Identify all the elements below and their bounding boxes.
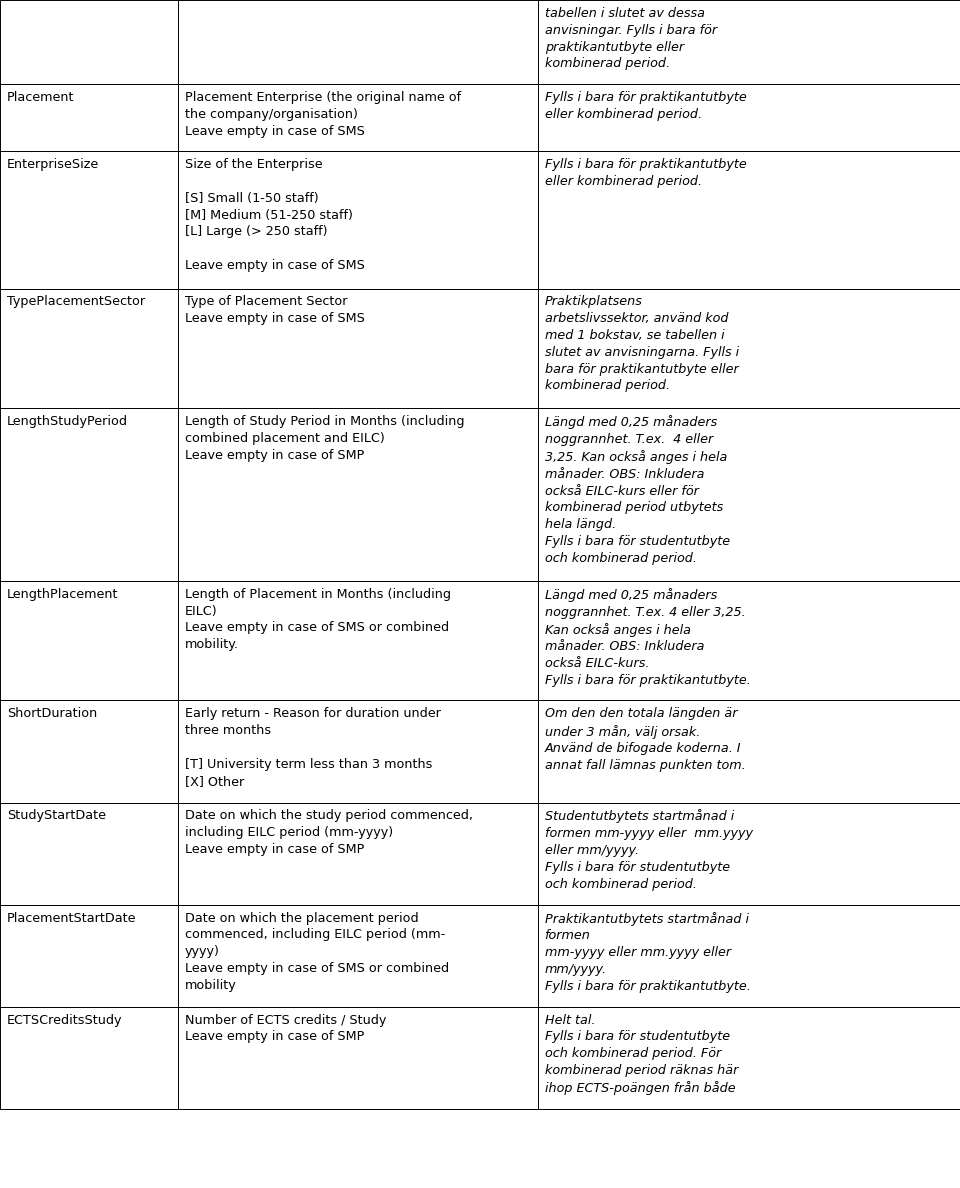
Text: Studentutbytets startmånad i
formen mm-yyyy eller  mm.yyyy
eller mm/yyyy.
Fylls : Studentutbytets startmånad i formen mm-y… xyxy=(544,809,753,891)
Text: PlacementStartDate: PlacementStartDate xyxy=(7,911,136,924)
Text: Number of ECTS credits / Study
Leave empty in case of SMP: Number of ECTS credits / Study Leave emp… xyxy=(184,1013,386,1043)
Bar xyxy=(538,0,960,84)
Text: LengthStudyPeriod: LengthStudyPeriod xyxy=(7,415,128,428)
Bar xyxy=(538,289,960,409)
Bar xyxy=(538,904,960,1006)
Bar xyxy=(538,803,960,904)
Bar xyxy=(0,904,178,1006)
Text: Praktikantutbytets startmånad i
formen
mm-yyyy eller mm.yyyy eller
mm/yyyy.
Fyll: Praktikantutbytets startmånad i formen m… xyxy=(544,911,751,993)
Text: Type of Placement Sector
Leave empty in case of SMS: Type of Placement Sector Leave empty in … xyxy=(184,296,365,326)
Bar xyxy=(178,581,538,701)
Text: TypePlacementSector: TypePlacementSector xyxy=(7,296,145,309)
Text: Early return - Reason for duration under
three months

[T] University term less : Early return - Reason for duration under… xyxy=(184,707,441,788)
Bar xyxy=(0,151,178,289)
Text: Fylls i bara för praktikantutbyte
eller kombinerad period.: Fylls i bara för praktikantutbyte eller … xyxy=(544,91,746,121)
Text: Size of the Enterprise

[S] Small (1-50 staff)
[M] Medium (51-250 staff)
[L] Lar: Size of the Enterprise [S] Small (1-50 s… xyxy=(184,158,365,272)
Text: Längd med 0,25 månaders
noggrannhet. T.ex. 4 eller 3,25.
Kan också anges i hela
: Längd med 0,25 månaders noggrannhet. T.e… xyxy=(544,588,751,687)
Bar xyxy=(178,151,538,289)
Bar xyxy=(538,409,960,581)
Text: Placement: Placement xyxy=(7,91,75,105)
Bar xyxy=(178,409,538,581)
Bar xyxy=(178,803,538,904)
Bar xyxy=(538,84,960,151)
Bar xyxy=(178,84,538,151)
Bar xyxy=(178,701,538,803)
Text: Om den den totala längden är
under 3 mån, välj orsak.
Använd de bifogade koderna: Om den den totala längden är under 3 mån… xyxy=(544,707,745,772)
Bar xyxy=(178,0,538,84)
Text: LengthPlacement: LengthPlacement xyxy=(7,588,118,601)
Bar xyxy=(178,1006,538,1108)
Text: Helt tal.
Fylls i bara för studentutbyte
och kombinerad period. För
kombinerad p: Helt tal. Fylls i bara för studentutbyte… xyxy=(544,1013,738,1095)
Bar xyxy=(538,1006,960,1108)
Bar xyxy=(178,904,538,1006)
Bar xyxy=(0,1006,178,1108)
Text: Fylls i bara för praktikantutbyte
eller kombinerad period.: Fylls i bara för praktikantutbyte eller … xyxy=(544,158,746,188)
Text: Length of Study Period in Months (including
combined placement and EILC)
Leave e: Length of Study Period in Months (includ… xyxy=(184,415,464,462)
Text: EnterpriseSize: EnterpriseSize xyxy=(7,158,99,171)
Bar xyxy=(0,581,178,701)
Bar xyxy=(0,701,178,803)
Text: Praktikplatsens
arbetslivssektor, använd kod
med 1 bokstav, se tabellen i
slutet: Praktikplatsens arbetslivssektor, använd… xyxy=(544,296,738,392)
Text: ShortDuration: ShortDuration xyxy=(7,707,97,720)
Bar xyxy=(0,84,178,151)
Text: Date on which the study period commenced,
including EILC period (mm-yyyy)
Leave : Date on which the study period commenced… xyxy=(184,809,472,857)
Text: Längd med 0,25 månaders
noggrannhet. T.ex.  4 eller
3,25. Kan också anges i hela: Längd med 0,25 månaders noggrannhet. T.e… xyxy=(544,415,730,564)
Text: StudyStartDate: StudyStartDate xyxy=(7,809,106,822)
Text: Length of Placement in Months (including
EILC)
Leave empty in case of SMS or com: Length of Placement in Months (including… xyxy=(184,588,450,651)
Bar xyxy=(178,289,538,409)
Text: Date on which the placement period
commenced, including EILC period (mm-
yyyy)
L: Date on which the placement period comme… xyxy=(184,911,448,992)
Text: tabellen i slutet av dessa
anvisningar. Fylls i bara för
praktikantutbyte eller
: tabellen i slutet av dessa anvisningar. … xyxy=(544,7,717,70)
Bar xyxy=(0,803,178,904)
Text: Placement Enterprise (the original name of
the company/organisation)
Leave empty: Placement Enterprise (the original name … xyxy=(184,91,461,138)
Bar xyxy=(0,409,178,581)
Bar xyxy=(0,0,178,84)
Text: ECTSCreditsStudy: ECTSCreditsStudy xyxy=(7,1013,123,1026)
Bar xyxy=(0,289,178,409)
Bar xyxy=(538,151,960,289)
Bar xyxy=(538,581,960,701)
Bar xyxy=(538,701,960,803)
